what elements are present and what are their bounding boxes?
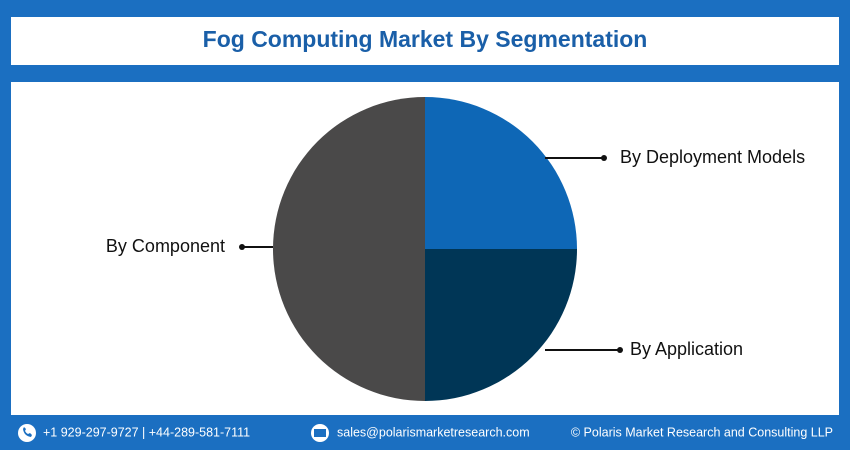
title-box bbox=[11, 17, 839, 65]
leader-dot bbox=[617, 347, 623, 353]
pie-slice bbox=[425, 97, 577, 249]
phone-icon bbox=[18, 424, 36, 442]
copyright: © Polaris Market Research and Consulting… bbox=[571, 425, 833, 439]
phone-glyph bbox=[23, 427, 32, 437]
slice-label: By Deployment Models bbox=[620, 147, 805, 167]
chart-title: Fog Computing Market By Segmentation bbox=[203, 26, 648, 52]
email-glyph bbox=[314, 429, 326, 437]
email: sales@polarismarketresearch.com bbox=[337, 425, 530, 439]
pie-slice bbox=[273, 97, 425, 401]
leader-dot bbox=[239, 244, 245, 250]
phone: +1 929-297-9727 | +44-289-581-7111 bbox=[43, 425, 250, 439]
footer: +1 929-297-9727 | +44-289-581-7111 sales… bbox=[18, 424, 833, 442]
pie-slice bbox=[425, 249, 577, 401]
slice-label: By Application bbox=[630, 339, 743, 359]
leader-dot bbox=[601, 155, 607, 161]
slice-label: By Component bbox=[106, 236, 225, 256]
